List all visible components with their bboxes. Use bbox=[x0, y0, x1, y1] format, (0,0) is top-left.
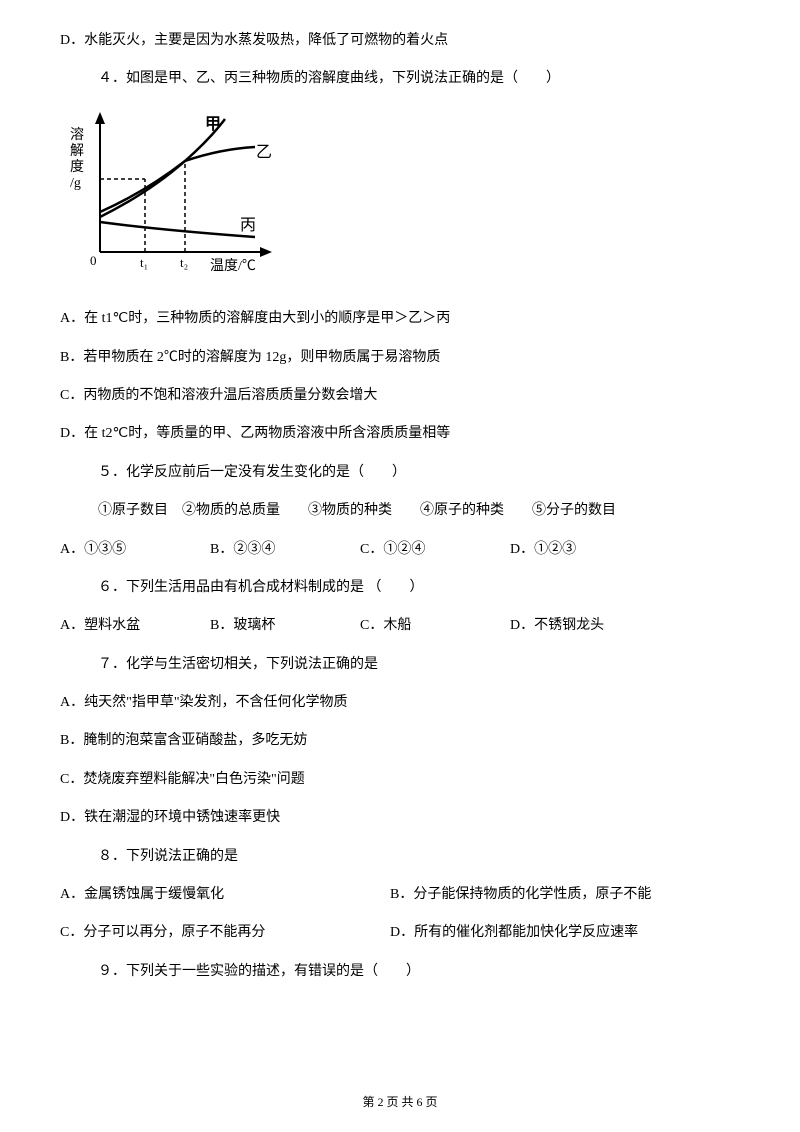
q5-option-c: C．①②④ bbox=[360, 539, 510, 561]
series-yi: 乙 bbox=[256, 144, 272, 161]
q5-options: A．①③⑤ B．②③④ C．①②④ D．①②③ bbox=[60, 539, 740, 561]
q7-option-c: C．焚烧废弃塑料能解决"白色污染"问题 bbox=[60, 769, 740, 791]
q8-option-d: D．所有的催化剂都能加快化学反应速率 bbox=[390, 922, 740, 944]
q8-option-b: B．分子能保持物质的化学性质，原子不能 bbox=[390, 884, 740, 906]
x-tick-1: t₁ bbox=[140, 255, 148, 270]
page-footer: 第 2 页 共 6 页 bbox=[0, 1093, 800, 1112]
y-label-1: 溶 bbox=[70, 127, 84, 143]
y-label-2: 解 bbox=[70, 143, 84, 159]
question-6: ６．下列生活用品由有机合成材料制成的是 （ ） bbox=[60, 577, 740, 599]
q7-option-b: B．腌制的泡菜富含亚硝酸盐，多吃无妨 bbox=[60, 730, 740, 752]
q6-option-a: A．塑料水盆 bbox=[60, 615, 210, 637]
question-7: ７．化学与生活密切相关，下列说法正确的是 bbox=[60, 654, 740, 676]
q8-row2: C．分子可以再分，原子不能再分 D．所有的催化剂都能加快化学反应速率 bbox=[60, 922, 740, 944]
q6-options: A．塑料水盆 B．玻璃杯 C．木船 D．不锈钢龙头 bbox=[60, 615, 740, 637]
q8-option-a: A．金属锈蚀属于缓慢氧化 bbox=[60, 884, 390, 906]
q5-option-b: B．②③④ bbox=[210, 539, 360, 561]
question-8: ８．下列说法正确的是 bbox=[60, 846, 740, 868]
q4-option-d: D．在 t2℃时，等质量的甲、乙两物质溶液中所含溶质质量相等 bbox=[60, 423, 740, 445]
q8-row1: A．金属锈蚀属于缓慢氧化 B．分子能保持物质的化学性质，原子不能 bbox=[60, 884, 740, 906]
svg-text:0: 0 bbox=[90, 253, 97, 268]
solubility-chart: 溶 解 度 /g 0 t₁ t₂ 甲 乙 丙 温度/℃ bbox=[60, 107, 740, 290]
q4-option-c: C．丙物质的不饱和溶液升温后溶质质量分数会增大 bbox=[60, 385, 740, 407]
x-tick-2: t₂ bbox=[180, 255, 188, 270]
q7-option-a: A．纯天然"指甲草"染发剂，不含任何化学物质 bbox=[60, 692, 740, 714]
q4-option-b: B．若甲物质在 2℃时的溶解度为 12g，则甲物质属于易溶物质 bbox=[60, 347, 740, 369]
q5-option-d: D．①②③ bbox=[510, 539, 660, 561]
q7-option-d: D．铁在潮湿的环境中锈蚀速率更快 bbox=[60, 807, 740, 829]
q8-option-c: C．分子可以再分，原子不能再分 bbox=[60, 922, 390, 944]
x-label: 温度/℃ bbox=[210, 258, 256, 274]
q6-option-c: C．木船 bbox=[360, 615, 510, 637]
y-label-3: 度 bbox=[70, 159, 84, 175]
question-4: ４．如图是甲、乙、丙三种物质的溶解度曲线，下列说法正确的是（ ） bbox=[60, 68, 740, 90]
q5-items: ①原子数目 ②物质的总质量 ③物质的种类 ④原子的种类 ⑤分子的数目 bbox=[60, 500, 740, 522]
question-9: ９．下列关于一些实验的描述，有错误的是（ ） bbox=[60, 961, 740, 983]
question-5: ５．化学反应前后一定没有发生变化的是（ ） bbox=[60, 462, 740, 484]
q6-option-d: D．不锈钢龙头 bbox=[510, 615, 660, 637]
option-d-prev: D．水能灭火，主要是因为水蒸发吸热，降低了可燃物的着火点 bbox=[60, 30, 740, 52]
q4-option-a: A．在 t1℃时，三种物质的溶解度由大到小的顺序是甲＞乙＞丙 bbox=[60, 308, 740, 330]
q6-option-b: B．玻璃杯 bbox=[210, 615, 360, 637]
series-jia: 甲 bbox=[205, 115, 221, 133]
y-label-4: /g bbox=[70, 176, 81, 191]
q5-option-a: A．①③⑤ bbox=[60, 539, 210, 561]
series-bing: 丙 bbox=[240, 217, 256, 234]
